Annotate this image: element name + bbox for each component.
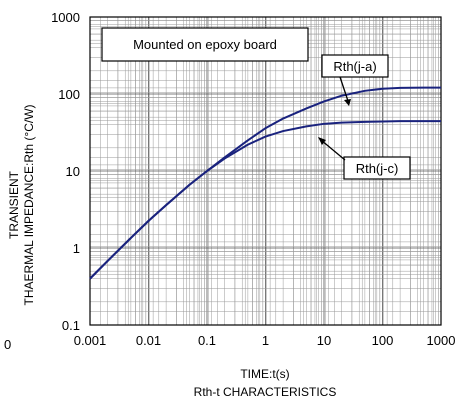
x-tick-labels: 0.001 0.01 0.1 1 10 100 1000 (74, 333, 456, 348)
annotation-rth-ja-arrowhead (344, 99, 351, 106)
annotation-rth-ja-arrow (339, 76, 349, 102)
y-tick-labels: 0.1 1 10 100 1000 (51, 10, 80, 333)
x-tick-label: 10 (317, 333, 331, 348)
annotation-rth-ja-box (321, 54, 389, 78)
annotation-rth-jc-box (343, 156, 411, 180)
x-tick-label: 0.1 (198, 333, 216, 348)
y-tick-label: 1 (73, 241, 80, 256)
x-tick-label: 100 (372, 333, 394, 348)
x-tick-label: 0.01 (136, 333, 161, 348)
plot-frame (89, 16, 442, 326)
x-tick-label: 0.001 (74, 333, 107, 348)
y-tick-label: 100 (58, 87, 80, 102)
y-tick-label: 10 (66, 164, 80, 179)
annotation-rth-jc-arrow (320, 139, 346, 161)
annotation-rth-jc-label: Rth(j-c) (356, 161, 399, 176)
annotation-rth-ja: Rth(j-a) (321, 54, 389, 106)
legend-box-frame (101, 27, 309, 62)
annotation-rth-jc: Rth(j-c) (318, 137, 411, 180)
y-axis-label-line2: THAERMAL IMPEDANCE:Rth (°C/W) (22, 104, 36, 305)
stray-label: 0 (4, 337, 11, 352)
x-tick-label: 1000 (427, 333, 456, 348)
legend-box: Mounted on epoxy board (101, 27, 309, 62)
x-axis-label: TIME:t(s) (240, 367, 289, 381)
chart-subtitle: Rth-t CHARACTERISTICS (194, 385, 337, 399)
legend-box-text: Mounted on epoxy board (133, 37, 277, 52)
y-tick-label: 0.1 (62, 318, 80, 333)
curves (89, 86, 441, 280)
series-rth-jc-line (89, 120, 441, 280)
annotation-rth-jc-arrowhead (318, 137, 326, 145)
x-tick-label: 1 (262, 333, 269, 348)
annotation-rth-ja-label: Rth(j-a) (333, 59, 376, 74)
y-tick-label: 1000 (51, 10, 80, 25)
y-axis-label-line1: TRANSIENT (7, 170, 21, 239)
